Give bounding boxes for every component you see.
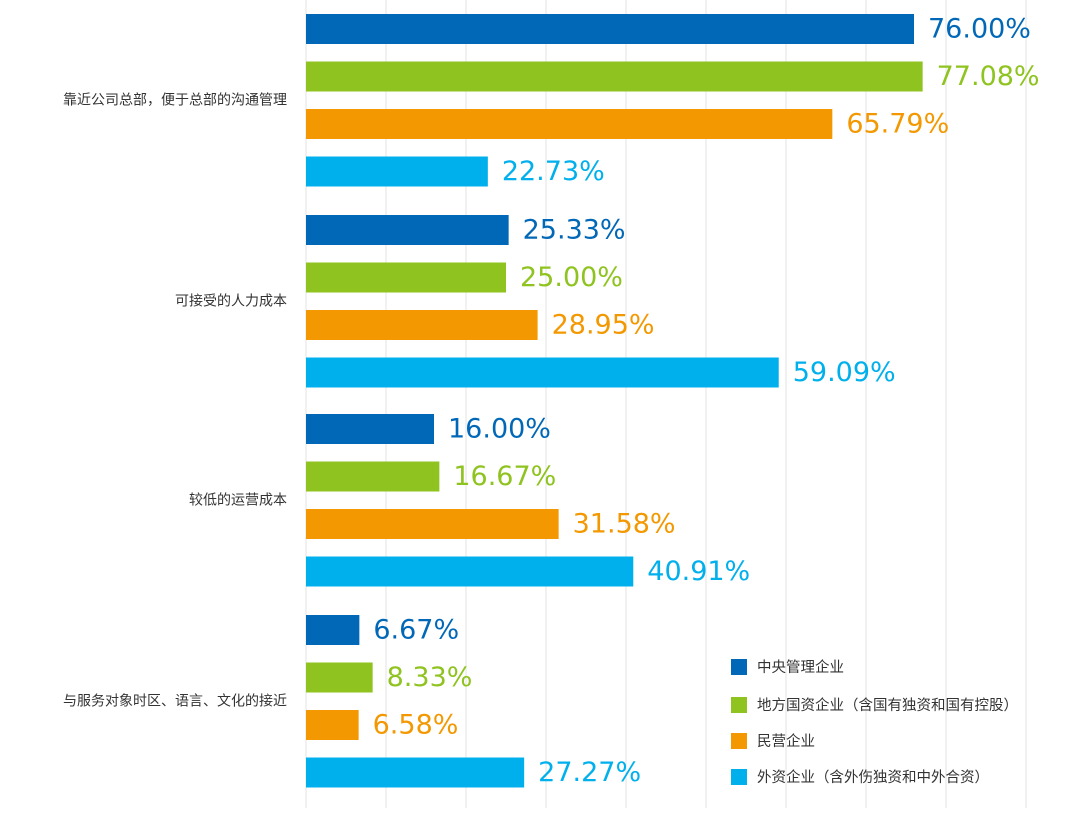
bar xyxy=(306,615,360,645)
value-label: 40.91% xyxy=(647,556,750,587)
legend-label: 民营企业 xyxy=(757,732,815,750)
value-label: 25.00% xyxy=(520,262,623,293)
bar xyxy=(306,509,559,539)
value-label: 6.67% xyxy=(373,615,459,646)
value-label: 27.27% xyxy=(538,757,641,788)
bar xyxy=(306,61,923,92)
bar xyxy=(306,310,538,340)
bar xyxy=(306,262,506,293)
category-label: 与服务对象时区、语言、文化的接近 xyxy=(63,692,287,709)
value-labels: 76.00% 25.33% 16.00% 6.67% 77.08% 25.00% 16.67… xyxy=(373,14,1040,789)
bar xyxy=(306,556,634,587)
value-label: 31.58% xyxy=(573,509,676,540)
value-label: 16.00% xyxy=(448,414,551,445)
bars xyxy=(306,14,923,788)
bar xyxy=(306,710,359,740)
bar xyxy=(306,14,914,44)
bar xyxy=(306,156,488,187)
bar xyxy=(306,461,440,492)
category-label: 靠近公司总部，便于总部的沟通管理 xyxy=(63,92,287,108)
value-label: 28.95% xyxy=(552,310,655,341)
value-label: 76.00% xyxy=(928,14,1031,45)
category-labels: 靠近公司总部，便于总部的沟通管理可接受的人力成本较低的运营成本与服务对象时区、语… xyxy=(63,92,287,709)
legend-label: 中央管理企业 xyxy=(757,658,844,676)
value-label: 25.33% xyxy=(523,215,626,246)
category-label: 可接受的人力成本 xyxy=(175,292,287,309)
value-label: 8.33% xyxy=(387,662,473,693)
bar xyxy=(306,357,779,388)
legend-swatch xyxy=(731,769,747,785)
bar xyxy=(306,757,525,788)
value-label: 65.79% xyxy=(846,109,949,140)
value-label: 77.08% xyxy=(937,61,1040,92)
bar xyxy=(306,109,833,139)
value-label: 59.09% xyxy=(793,357,896,388)
legend-swatch xyxy=(731,733,747,749)
value-label: 16.67% xyxy=(453,461,556,492)
bar xyxy=(306,414,434,444)
category-label: 较低的运营成本 xyxy=(189,492,287,508)
value-label: 22.73% xyxy=(502,156,605,187)
legend-swatch xyxy=(731,659,747,675)
legend-label: 地方国资企业（含国有独资和国有控股） xyxy=(757,696,1018,714)
bar xyxy=(306,662,373,693)
legend-label: 外资企业（含外伤独资和中外合资） xyxy=(757,768,989,786)
value-label: 6.58% xyxy=(373,710,459,741)
bar xyxy=(306,215,509,245)
legend-swatch xyxy=(731,697,747,713)
